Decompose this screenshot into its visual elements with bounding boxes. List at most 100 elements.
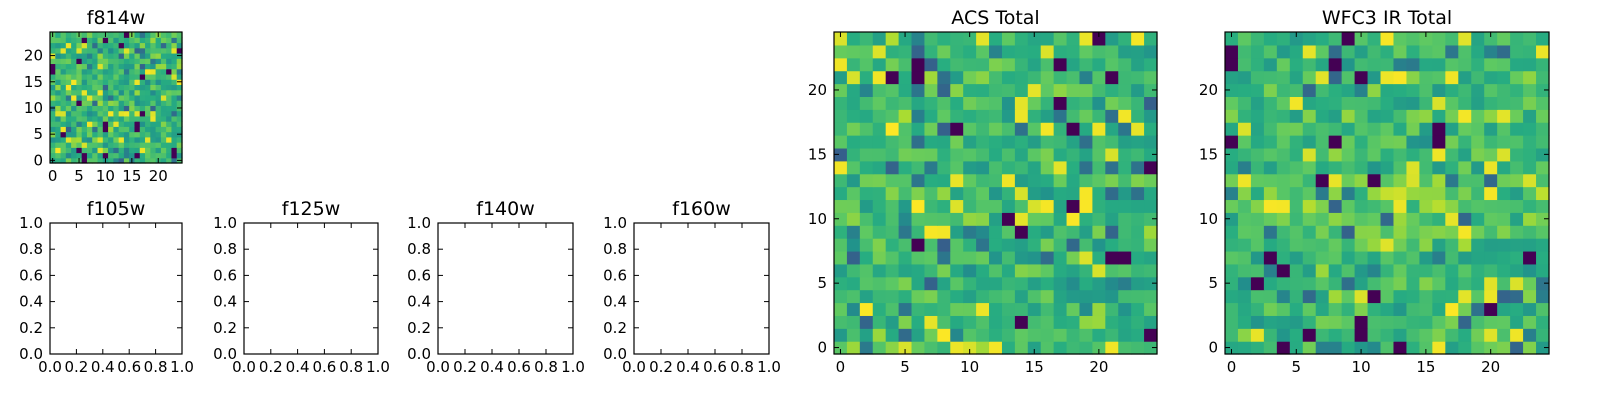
heatmap-cell	[1105, 250, 1119, 265]
heatmap-cell	[1276, 199, 1291, 213]
heatmap-cell	[1445, 96, 1459, 110]
heatmap-cell	[1393, 238, 1408, 252]
heatmap-cell	[129, 42, 136, 49]
heatmap-cell	[1471, 276, 1485, 291]
heatmap-cell	[1536, 32, 1550, 46]
x-tick-label: 0.8	[730, 358, 754, 376]
heatmap-cell	[1079, 96, 1093, 110]
heatmap-cell	[1328, 328, 1343, 342]
heatmap-cell	[50, 89, 56, 96]
heatmap-cell	[1079, 250, 1093, 265]
heatmap-cell	[76, 142, 83, 148]
heatmap-cell	[1471, 212, 1485, 226]
heatmap-cell	[976, 32, 990, 46]
heatmap-cell	[160, 94, 167, 101]
heatmap-cell	[145, 142, 151, 148]
heatmap-cell	[924, 238, 938, 252]
heatmap-cell	[872, 341, 887, 355]
heatmap-cell	[1536, 160, 1550, 175]
heatmap-cell	[1066, 160, 1081, 175]
heatmap-cell	[1523, 328, 1537, 342]
heatmap-cell	[1406, 122, 1420, 136]
heatmap-cell	[963, 122, 977, 136]
heatmap-cell	[1328, 173, 1343, 188]
heatmap-cell	[1250, 263, 1265, 278]
y-tick-label: 0.0	[213, 345, 237, 363]
heatmap-cell	[859, 122, 874, 136]
heatmap-cell	[1118, 186, 1132, 201]
heatmap-cell	[1315, 186, 1330, 201]
heatmap-cell	[834, 122, 848, 136]
heatmap-cell	[176, 84, 183, 91]
heatmap-cell	[1419, 44, 1433, 59]
heatmap-cell	[898, 70, 913, 85]
heatmap-cell	[92, 100, 99, 106]
heatmap-cell	[1510, 96, 1524, 110]
heatmap-cell	[1276, 186, 1291, 201]
heatmap-cell	[1432, 122, 1446, 136]
y-tick-label: 0.0	[407, 345, 431, 363]
heatmap-cell	[1027, 212, 1042, 226]
heatmap-cell	[118, 142, 125, 148]
heatmap-cell	[1341, 57, 1356, 72]
heatmap-cell	[176, 42, 183, 49]
heatmap-cell	[108, 115, 114, 122]
x-tick-label: 0	[48, 167, 58, 185]
heatmap-cell	[160, 42, 167, 49]
heatmap-cell	[1040, 57, 1055, 72]
plot-area	[634, 223, 769, 354]
heatmap-cell	[1027, 57, 1042, 72]
heatmap-cell	[76, 52, 83, 59]
heatmap-cell	[155, 73, 162, 80]
heatmap-cell	[160, 105, 167, 112]
heatmap-cell	[1380, 96, 1395, 110]
heatmap-cell	[950, 315, 964, 329]
heatmap-cell	[108, 121, 114, 127]
heatmap-cell	[1432, 289, 1446, 304]
heatmap-cell	[1432, 225, 1446, 239]
heatmap-cell	[1014, 263, 1029, 278]
heatmap-cell	[1001, 276, 1016, 291]
heatmap-cell	[123, 157, 130, 164]
heatmap-cell	[872, 315, 887, 329]
heatmap-cell	[859, 341, 874, 355]
heatmap-cell	[1131, 302, 1145, 316]
heatmap-cell	[1419, 328, 1433, 342]
heatmap-cell	[1419, 147, 1433, 162]
heatmap-cell	[71, 32, 77, 38]
heatmap-cell	[134, 142, 141, 148]
heatmap-cell	[898, 341, 913, 355]
heatmap-cell	[1001, 238, 1016, 252]
heatmap-cell	[1250, 32, 1265, 46]
heatmap-cell	[1458, 160, 1472, 175]
heatmap-cell	[1367, 212, 1382, 226]
heatmap-cell	[924, 160, 938, 175]
heatmap-cell	[1092, 302, 1106, 316]
heatmap-cell	[1131, 122, 1145, 136]
heatmap-cell	[989, 70, 1003, 85]
heatmap-cell	[113, 68, 120, 75]
heatmap-cell	[155, 126, 162, 133]
heatmap-cell	[155, 121, 162, 127]
heatmap-cell	[1027, 289, 1042, 304]
heatmap-cell	[1367, 328, 1382, 342]
heatmap-cell	[1510, 225, 1524, 239]
heatmap-cell	[989, 57, 1003, 72]
heatmap-cell	[1263, 225, 1278, 239]
heatmap-cell	[963, 199, 977, 213]
heatmap-cell	[1118, 122, 1132, 136]
heatmap-cell	[885, 199, 900, 213]
heatmap-cell	[1079, 160, 1093, 175]
heatmap-cell	[134, 105, 141, 112]
heatmap-cell	[1471, 315, 1485, 329]
heatmap-cell	[71, 84, 77, 91]
heatmap-cell	[81, 37, 88, 44]
heatmap-cell	[1536, 341, 1550, 355]
heatmap-cell	[1419, 186, 1433, 201]
heatmap-cell	[1027, 135, 1042, 149]
heatmap-cell	[1053, 57, 1068, 72]
heatmap-cell	[1523, 186, 1537, 201]
heatmap-cell	[1250, 83, 1265, 97]
heatmap-cell	[911, 122, 926, 136]
heatmap-cell	[55, 126, 62, 133]
